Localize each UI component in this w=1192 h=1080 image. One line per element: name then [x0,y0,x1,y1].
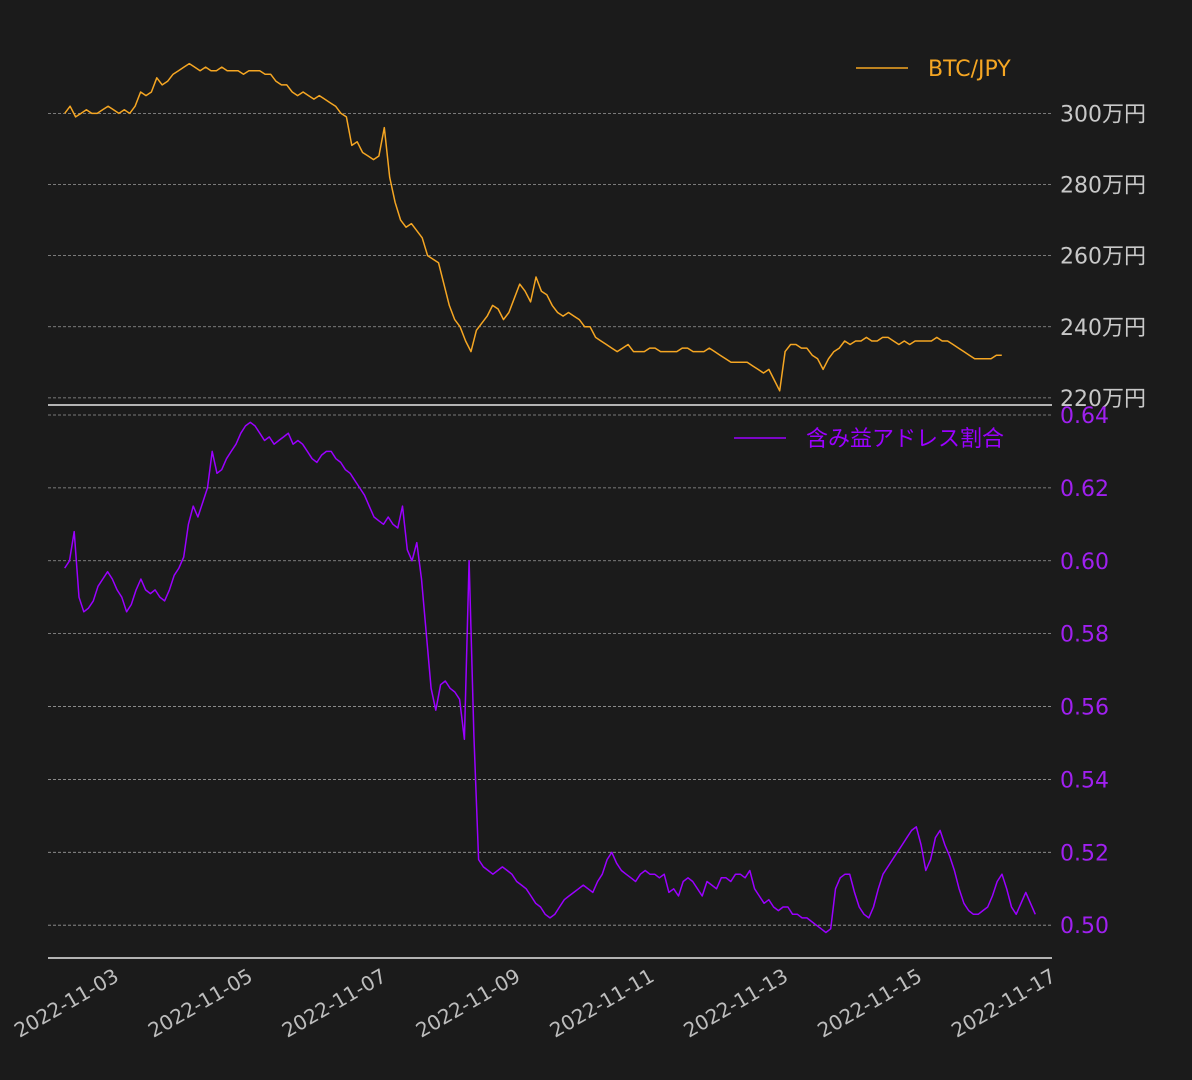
legend-label: BTC/JPY [928,57,1011,82]
y-tick-label: 0.64 [1060,404,1109,429]
y-tick-label: 0.56 [1060,696,1109,721]
series-line [64,62,1002,392]
y-tick-label: 280万円 [1060,173,1146,198]
legend-label: 含み益アドレス割合 [806,427,1004,452]
y-tick-label: 0.60 [1060,550,1109,575]
y-tick-label: 260万円 [1060,245,1146,270]
btc-price-panel: 300万円 280万円 260万円 240万円 220万円 BTC/JPY [48,57,1146,412]
y-tick-label: 0.50 [1060,914,1109,939]
y-tick-label: 0.52 [1060,841,1109,866]
y-tick-label: 0.54 [1060,768,1109,793]
y-tick-label: 300万円 [1060,102,1146,127]
y-tick-label: 0.62 [1060,477,1109,502]
y-tick-label: 240万円 [1060,316,1146,341]
profit-address-ratio-panel: 0.64 0.62 0.60 0.58 0.56 0.54 0.52 0.50 含み益アドレス割… [48,404,1109,939]
y-tick-label: 220万円 [1060,387,1146,412]
series-line [64,421,1036,934]
y-tick-label: 0.58 [1060,623,1109,648]
